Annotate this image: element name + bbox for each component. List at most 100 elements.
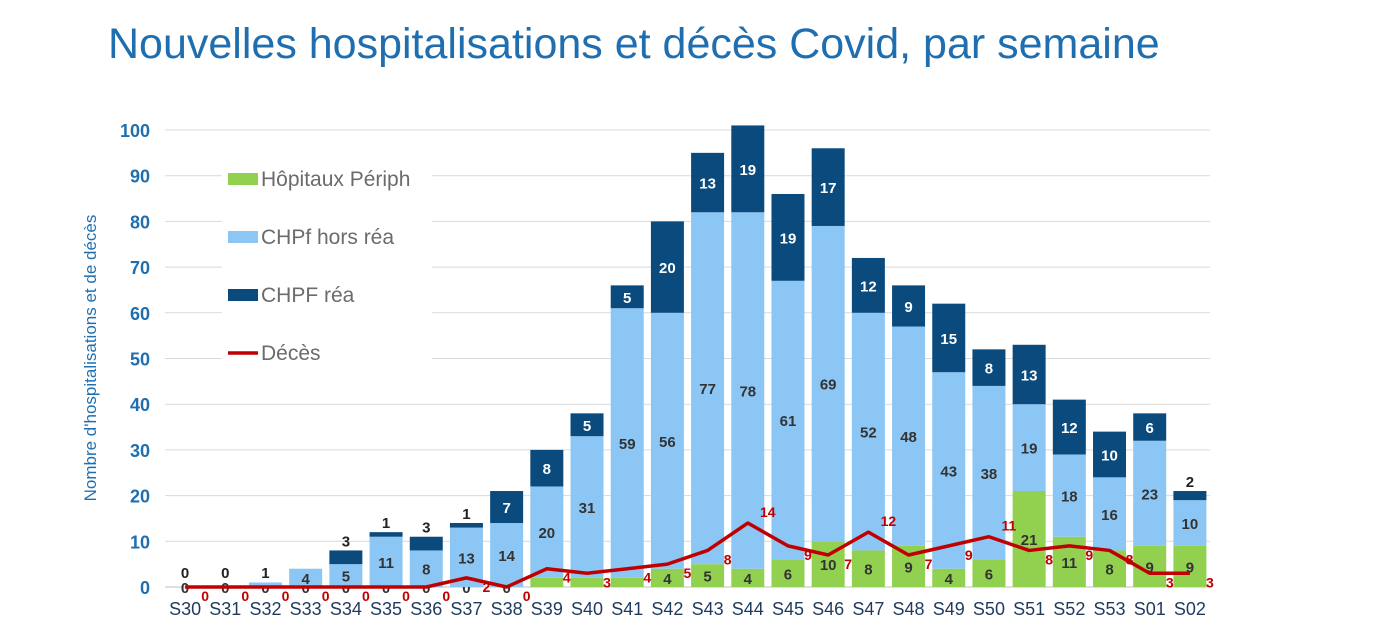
bar-data-label: 5 [623,290,631,307]
bar-segment [811,148,845,226]
bar-data-label: 7 [502,500,510,517]
x-tick-label: S38 [491,599,523,619]
x-tick-label: S34 [330,599,362,619]
line-data-label: 0 [241,588,249,604]
x-tick-label: S31 [209,599,241,619]
y-tick-label: 20 [130,487,150,507]
line-data-label: 9 [1085,547,1093,563]
line-data-label: 8 [1045,551,1053,567]
bar-segment [892,285,926,327]
bar-data-label: 10 [820,557,837,574]
bar-data-label: 12 [860,278,877,295]
line-data-label: 0 [442,588,450,604]
x-tick-label: S42 [651,599,683,619]
bar-data-label: 12 [1061,420,1078,437]
bar-data-label: 5 [583,418,591,435]
bar-data-label: 8 [543,461,551,478]
bar-data-label: 3 [342,533,350,550]
bar-segment [851,312,885,551]
line-data-label: 2 [483,579,491,595]
line-data-label: 8 [724,551,732,567]
line-data-label: 3 [1166,574,1174,590]
bar-segment [851,550,885,587]
bar-segment [289,568,323,587]
y-tick-label: 100 [120,121,150,141]
bar-segment [650,312,684,569]
x-tick-label: S44 [732,599,764,619]
bar-data-label: 1 [261,565,269,582]
bar-segment [329,550,363,565]
y-tick-label: 0 [140,578,150,598]
bar-data-label: 16 [1101,507,1118,524]
bar-data-label: 6 [1146,420,1154,437]
bar-segment [771,280,805,560]
bar-segment [1093,477,1127,551]
x-tick-label: S30 [169,599,201,619]
bar-segment [570,436,604,578]
bar-data-label: 48 [900,429,917,446]
bar-segment [1012,491,1046,587]
bar-segment [248,582,282,587]
x-tick-label: S41 [611,599,643,619]
line-data-label: 0 [523,588,531,604]
bar-segment [731,568,765,587]
bar-segment [1012,344,1046,405]
line-data-label: 0 [201,588,209,604]
bar-segment [972,559,1006,587]
x-tick-label: S51 [1013,599,1045,619]
bar-segment [932,372,966,569]
bar-data-label: 52 [860,425,877,442]
bar-data-label: 9 [1146,559,1154,576]
bar-segment [771,193,805,281]
bar-data-label: 4 [744,571,753,588]
legend-swatch [228,289,258,301]
bar-data-label: 20 [659,260,676,277]
bar-segment [1173,545,1207,587]
line-data-label: 3 [1206,574,1214,590]
bar-data-label: 19 [739,162,756,179]
bar-data-label: 2 [1186,474,1194,491]
bar-data-label: 8 [985,361,993,378]
bar-segment [851,257,885,313]
y-tick-label: 40 [130,395,150,415]
x-tick-label: S47 [852,599,884,619]
y-tick-label: 50 [130,350,150,370]
bar-data-label: 1 [382,515,390,532]
bar-segment [570,413,604,437]
line-data-label: 9 [804,547,812,563]
bar-data-label: 5 [342,569,350,586]
y-tick-label: 90 [130,167,150,187]
bar-data-label: 9 [904,559,912,576]
x-tick-label: S53 [1094,599,1126,619]
bar-segment [1093,431,1127,478]
bar-data-label: 78 [739,383,756,400]
bar-data-label: 10 [1182,516,1199,533]
bar-data-label: 11 [1061,555,1077,572]
bar-data-label: 5 [703,569,711,586]
x-tick-label: S33 [290,599,322,619]
y-axis-label: Nombre d'hospitalisations et de décès [81,215,100,502]
bar-segment [691,152,725,213]
x-tick-label: S32 [249,599,281,619]
bar-data-label: 21 [1021,532,1038,549]
x-tick-label: S01 [1134,599,1166,619]
legend-label: CHPf hors réa [261,226,394,249]
x-tick-label: S48 [893,599,925,619]
bar-segment [409,536,443,551]
bar-segment [932,568,966,587]
bar-data-label: 13 [699,176,716,193]
bar-segment [530,577,564,587]
x-tick-label: S40 [571,599,603,619]
bar-data-label: 23 [1141,486,1158,503]
bar-segment [1052,454,1086,537]
bar-data-label: 4 [302,571,311,588]
bar-segment [530,449,564,487]
legend-swatch [228,231,258,243]
bar-segment [610,577,644,587]
y-tick-label: 60 [130,304,150,324]
bar-segment [490,491,524,524]
line-data-label: 0 [282,588,290,604]
bar-data-label: 69 [820,377,837,394]
x-tick-label: S52 [1053,599,1085,619]
